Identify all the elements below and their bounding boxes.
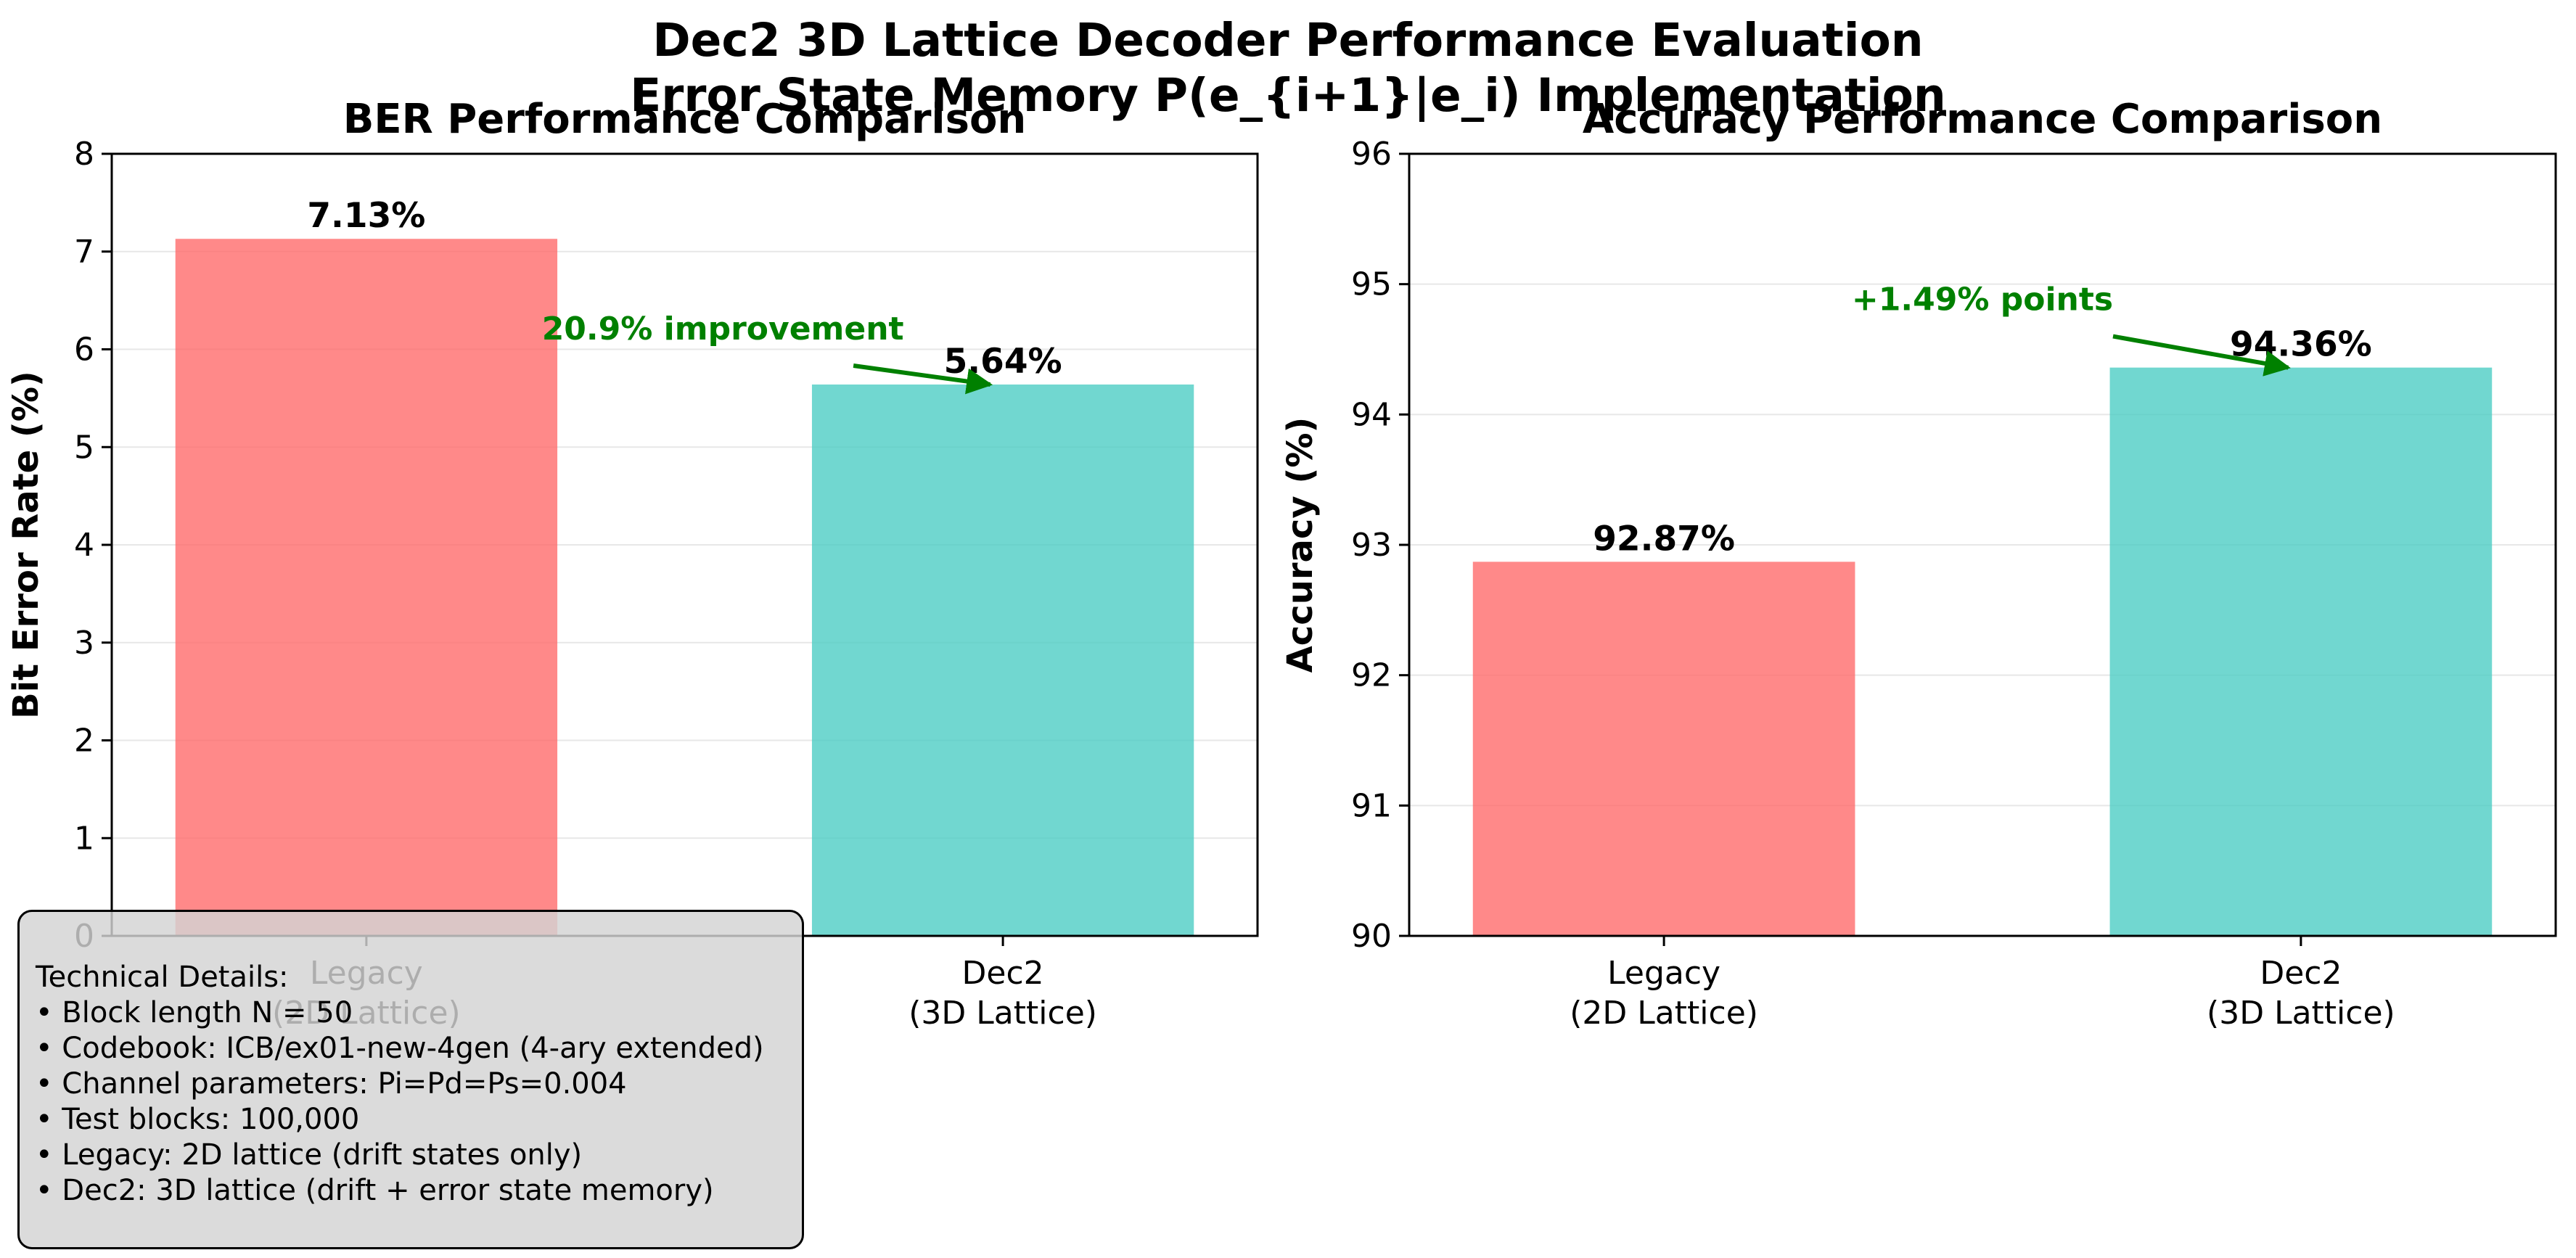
bar-value-label: 94.36%: [2230, 325, 2372, 365]
x-tick-label: (3D Lattice): [2207, 995, 2395, 1032]
annotation-text: 20.9% improvement: [542, 311, 904, 348]
x-tick-label: Legacy: [1607, 955, 1720, 992]
y-tick-label: 8: [74, 136, 94, 173]
bar-dec2: [811, 385, 1194, 936]
technical-details-heading: Technical Details:: [36, 961, 289, 994]
chart-panel-2: 92.87% 94.36% 90 91 92 93 94 95 96 Legacy(2D Latt…: [1280, 96, 2557, 1032]
bar-value-label: 5.64%: [944, 342, 1062, 382]
bar-dec2: [2109, 367, 2493, 936]
technical-detail-line: • Block length N = 50: [36, 996, 353, 1029]
charts-layer: 7.13%5.64%012345678Legacy(2D Lattice)Dec…: [6, 96, 2557, 1032]
chart-panel-1: 7.13%5.64%012345678Legacy(2D Lattice)Dec…: [6, 96, 1259, 1032]
y-tick-label: 6: [74, 332, 94, 369]
x-tick-label: (3D Lattice): [908, 995, 1097, 1032]
figure-title-line1: Dec2 3D Lattice Decoder Performance Eval…: [652, 14, 1923, 67]
y-tick-label: 95: [1351, 266, 1392, 303]
y-tick-label: 94: [1351, 396, 1392, 433]
technical-detail-line: • Test blocks: 100,000: [36, 1103, 360, 1136]
x-tick-label: Dec2: [962, 955, 1044, 992]
annotation-text: +1.49% points: [1852, 281, 2113, 318]
bar-value-label: 92.87%: [1593, 519, 1735, 559]
technical-detail-line: • Legacy: 2D lattice (drift states only): [36, 1138, 583, 1172]
y-tick-label: 1: [74, 820, 94, 857]
technical-detail-line: • Codebook: ICB/ex01-new-4gen (4-ary ext…: [36, 1032, 764, 1065]
technical-details-box: Technical Details: • Block length N = 50…: [17, 910, 804, 1249]
technical-detail-line: • Channel parameters: Pi=Pd=Ps=0.004: [36, 1067, 627, 1101]
annotation-arrow: [853, 363, 993, 395]
y-tick-label: 90: [1351, 918, 1392, 955]
y-tick-label: 7: [74, 234, 94, 271]
y-tick-label: 92: [1351, 657, 1392, 694]
chart-title: BER Performance Comparison: [343, 96, 1027, 143]
y-tick-label: 96: [1351, 136, 1392, 173]
y-tick-label: 2: [74, 723, 94, 760]
y-tick-label: 5: [74, 429, 94, 466]
x-tick-label: (2D Lattice): [1570, 995, 1758, 1032]
figure-title-line2: Error State Memory P(e_{i+1}|e_i) Implem…: [630, 69, 1946, 123]
x-tick-label: Dec2: [2260, 955, 2342, 992]
technical-detail-line: • Dec2: 3D lattice (drift + error state …: [36, 1174, 714, 1207]
bar-legacy: [175, 239, 558, 936]
annotation-arrow: [2112, 334, 2291, 377]
y-tick-label: 3: [74, 625, 94, 662]
y-axis-label: Bit Error Rate (%): [6, 371, 46, 719]
y-tick-label: 91: [1351, 787, 1392, 824]
y-tick-label: 93: [1351, 527, 1392, 564]
chart-title: Accuracy Performance Comparison: [1583, 96, 2382, 143]
y-tick-label: 4: [74, 527, 94, 564]
bar-legacy: [1472, 562, 1855, 936]
y-axis-label: Accuracy (%): [1280, 417, 1321, 673]
bar-value-label: 7.13%: [307, 196, 425, 236]
